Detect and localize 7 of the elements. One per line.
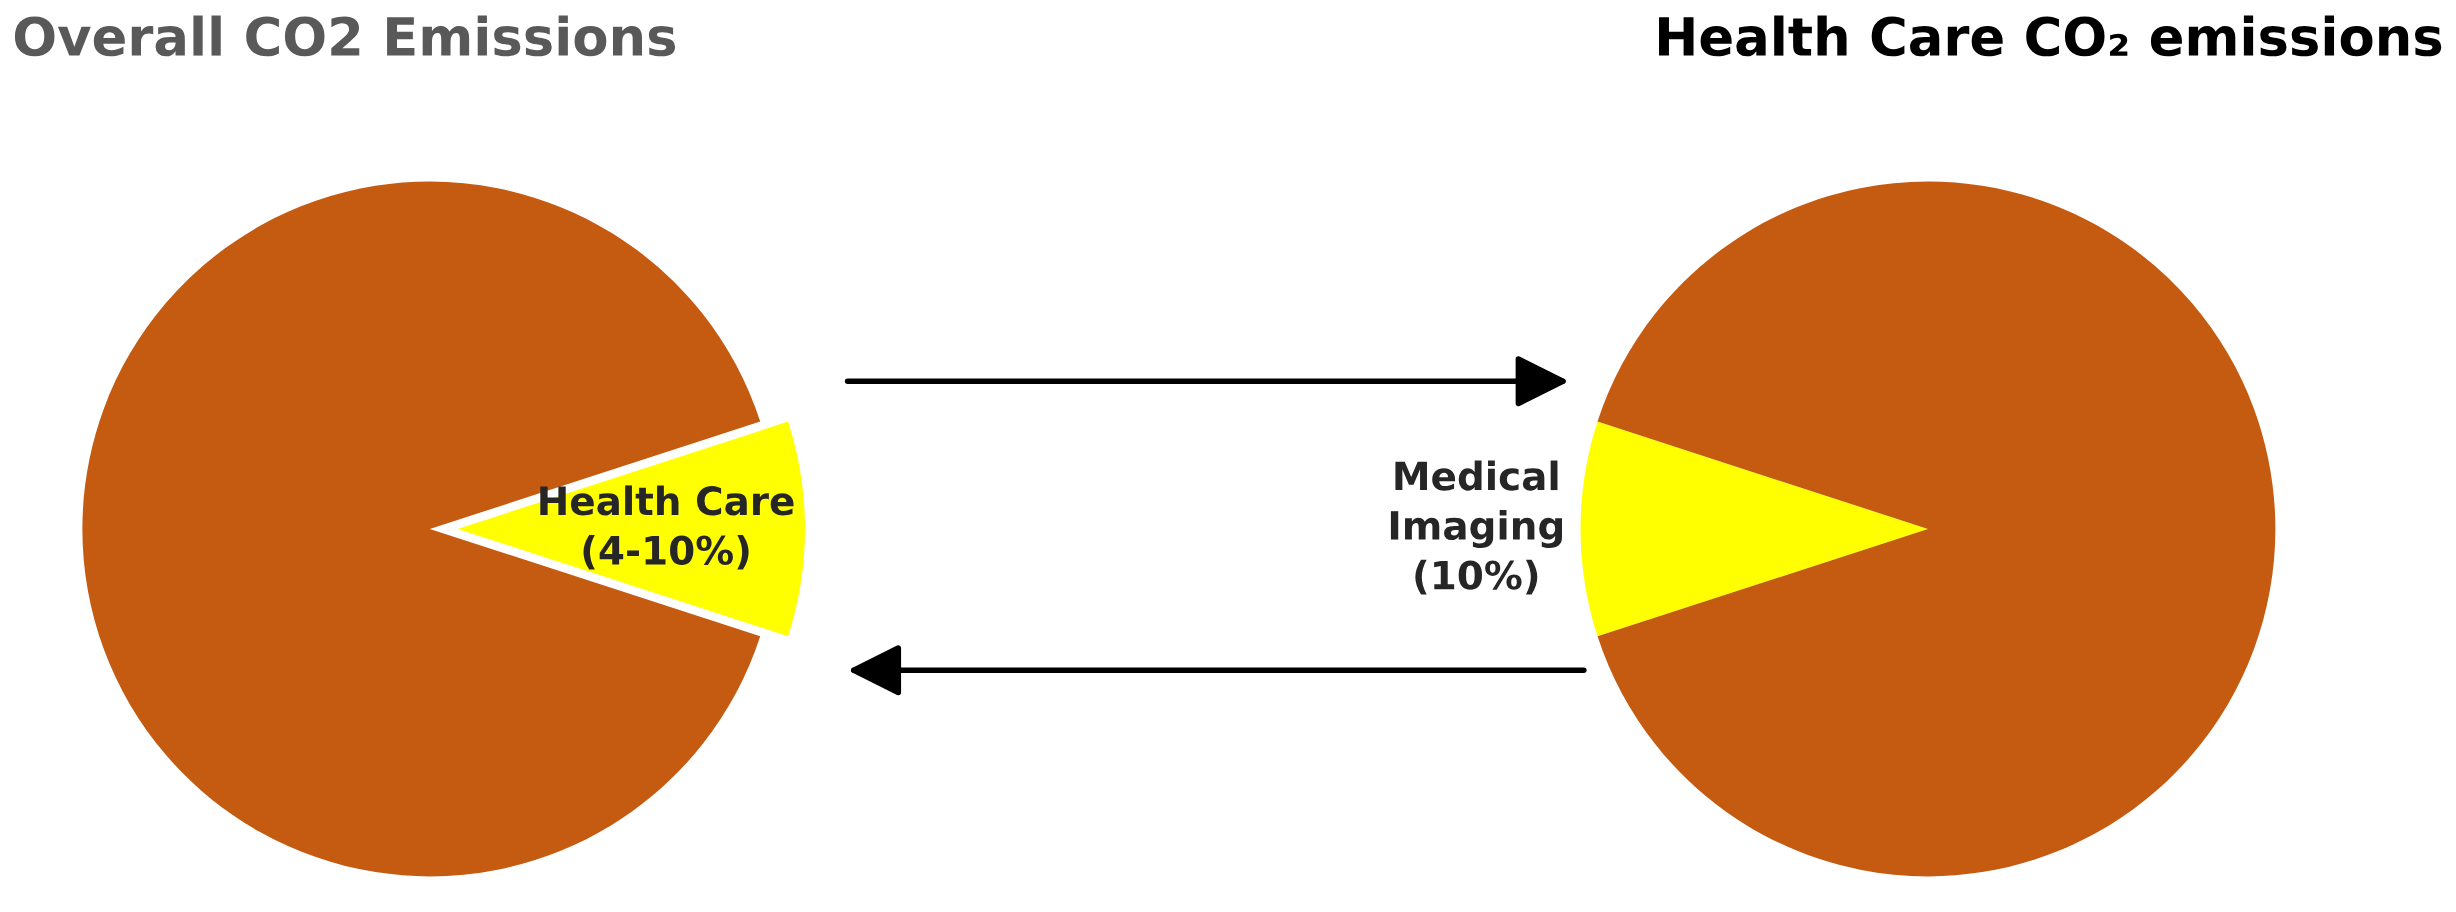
slice-label: Medical Imaging xyxy=(1390,460,1562,548)
chart-title: Overall CO2 Emissions xyxy=(14,15,676,57)
slice-label: Health Care (4-10%) xyxy=(540,485,794,570)
pie-slice xyxy=(1580,421,1928,637)
chart-title: Health Care CO₂ emissions xyxy=(1659,15,2442,57)
data-label: (10%) xyxy=(1415,559,1538,595)
pie-slice xyxy=(1597,181,2276,877)
